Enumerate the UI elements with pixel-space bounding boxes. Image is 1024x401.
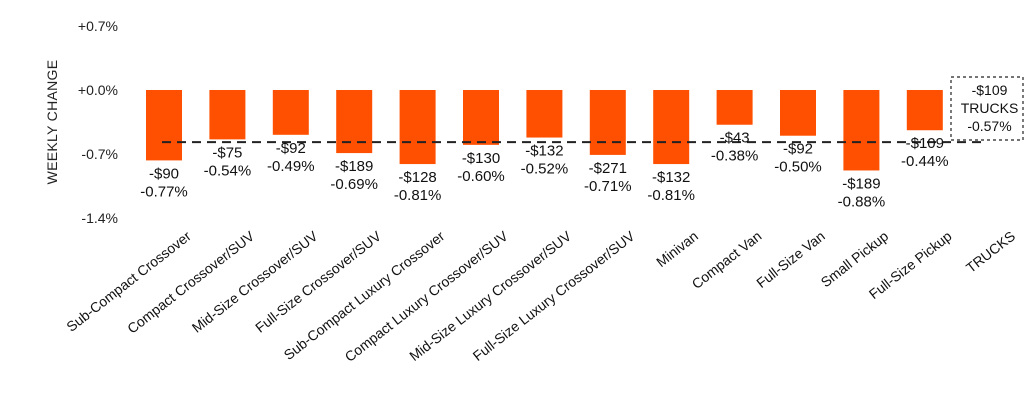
bar-percent-label: -0.52%: [521, 161, 569, 178]
y-tick-label: +0.0%: [78, 82, 118, 98]
y-axis: +0.7% +0.0% -0.7% -1.4% WEEKLY CHANGE: [44, 18, 118, 226]
bar: [463, 90, 499, 145]
callout-label: -$109: [972, 82, 1008, 98]
bar: [336, 90, 373, 154]
data-labels: -$90-0.77%-$75-0.54%-$92-0.49% -$189-0.69…: [140, 130, 948, 211]
callout-box: [950, 76, 1024, 141]
bar-percent-label: -0.71%: [584, 178, 632, 195]
bar-percent-label: -0.81%: [394, 187, 442, 204]
bar: [716, 90, 753, 125]
bar-percent-label: -0.88%: [838, 193, 886, 210]
category-label: Mid-Size Crossover/SUV: [189, 227, 321, 335]
category-label: Full-Size Crossover/SUV: [252, 227, 384, 335]
bar-percent-label: -0.50%: [774, 159, 822, 176]
bars: [146, 90, 943, 171]
bar: [209, 90, 246, 140]
bar-dollar-label: -$128: [398, 169, 436, 186]
category-label: Full-Size Van: [753, 228, 828, 291]
bar-percent-label: -0.81%: [647, 187, 695, 204]
category-label: Sub-Compact Crossover: [63, 228, 194, 335]
reference-callout: -$109 TRUCKS -0.57%: [950, 76, 1024, 141]
bar: [272, 90, 309, 135]
bar: [399, 90, 436, 165]
category-label: TRUCKS: [963, 228, 1018, 276]
bar-dollar-label: -$92: [276, 140, 306, 157]
bar-percent-label: -0.44%: [901, 153, 949, 170]
y-tick-label: -0.7%: [81, 146, 118, 162]
y-axis-title: WEEKLY CHANGE: [44, 60, 60, 185]
category-label: Compact Van: [689, 228, 765, 292]
bar-percent-label: -0.60%: [457, 168, 505, 185]
bar-percent-label: -0.77%: [140, 183, 188, 200]
bar-dollar-label: -$189: [335, 158, 373, 175]
bar-dollar-label: -$130: [462, 150, 500, 167]
bar: [653, 90, 690, 165]
bar-percent-label: -0.49%: [267, 158, 315, 175]
bar-percent-label: -0.38%: [711, 148, 759, 165]
bar-dollar-label: -$75: [212, 144, 242, 161]
category-label: Minivan: [653, 228, 701, 270]
bar: [780, 90, 816, 136]
bar-dollar-label: -$43: [720, 130, 750, 147]
bar: [146, 90, 182, 161]
bar-percent-label: -0.69%: [330, 176, 378, 193]
bar: [526, 90, 563, 138]
bar-dollar-label: -$90: [149, 165, 179, 182]
bar: [906, 90, 943, 131]
callout-label: -0.57%: [967, 118, 1011, 134]
y-tick-label: +0.7%: [78, 18, 118, 34]
bar-dollar-label: -$132: [652, 169, 690, 186]
bar: [843, 90, 880, 171]
bar-dollar-label: -$109: [906, 135, 944, 152]
bar-percent-label: -0.54%: [204, 162, 252, 179]
bar: [589, 90, 626, 155]
bar-dollar-label: -$189: [842, 175, 880, 192]
bar-dollar-label: -$132: [525, 143, 563, 160]
bar-dollar-label: -$92: [783, 141, 813, 158]
callout-label: TRUCKS: [961, 100, 1019, 116]
y-tick-label: -1.4%: [81, 210, 118, 226]
bar-dollar-label: -$271: [589, 160, 627, 177]
